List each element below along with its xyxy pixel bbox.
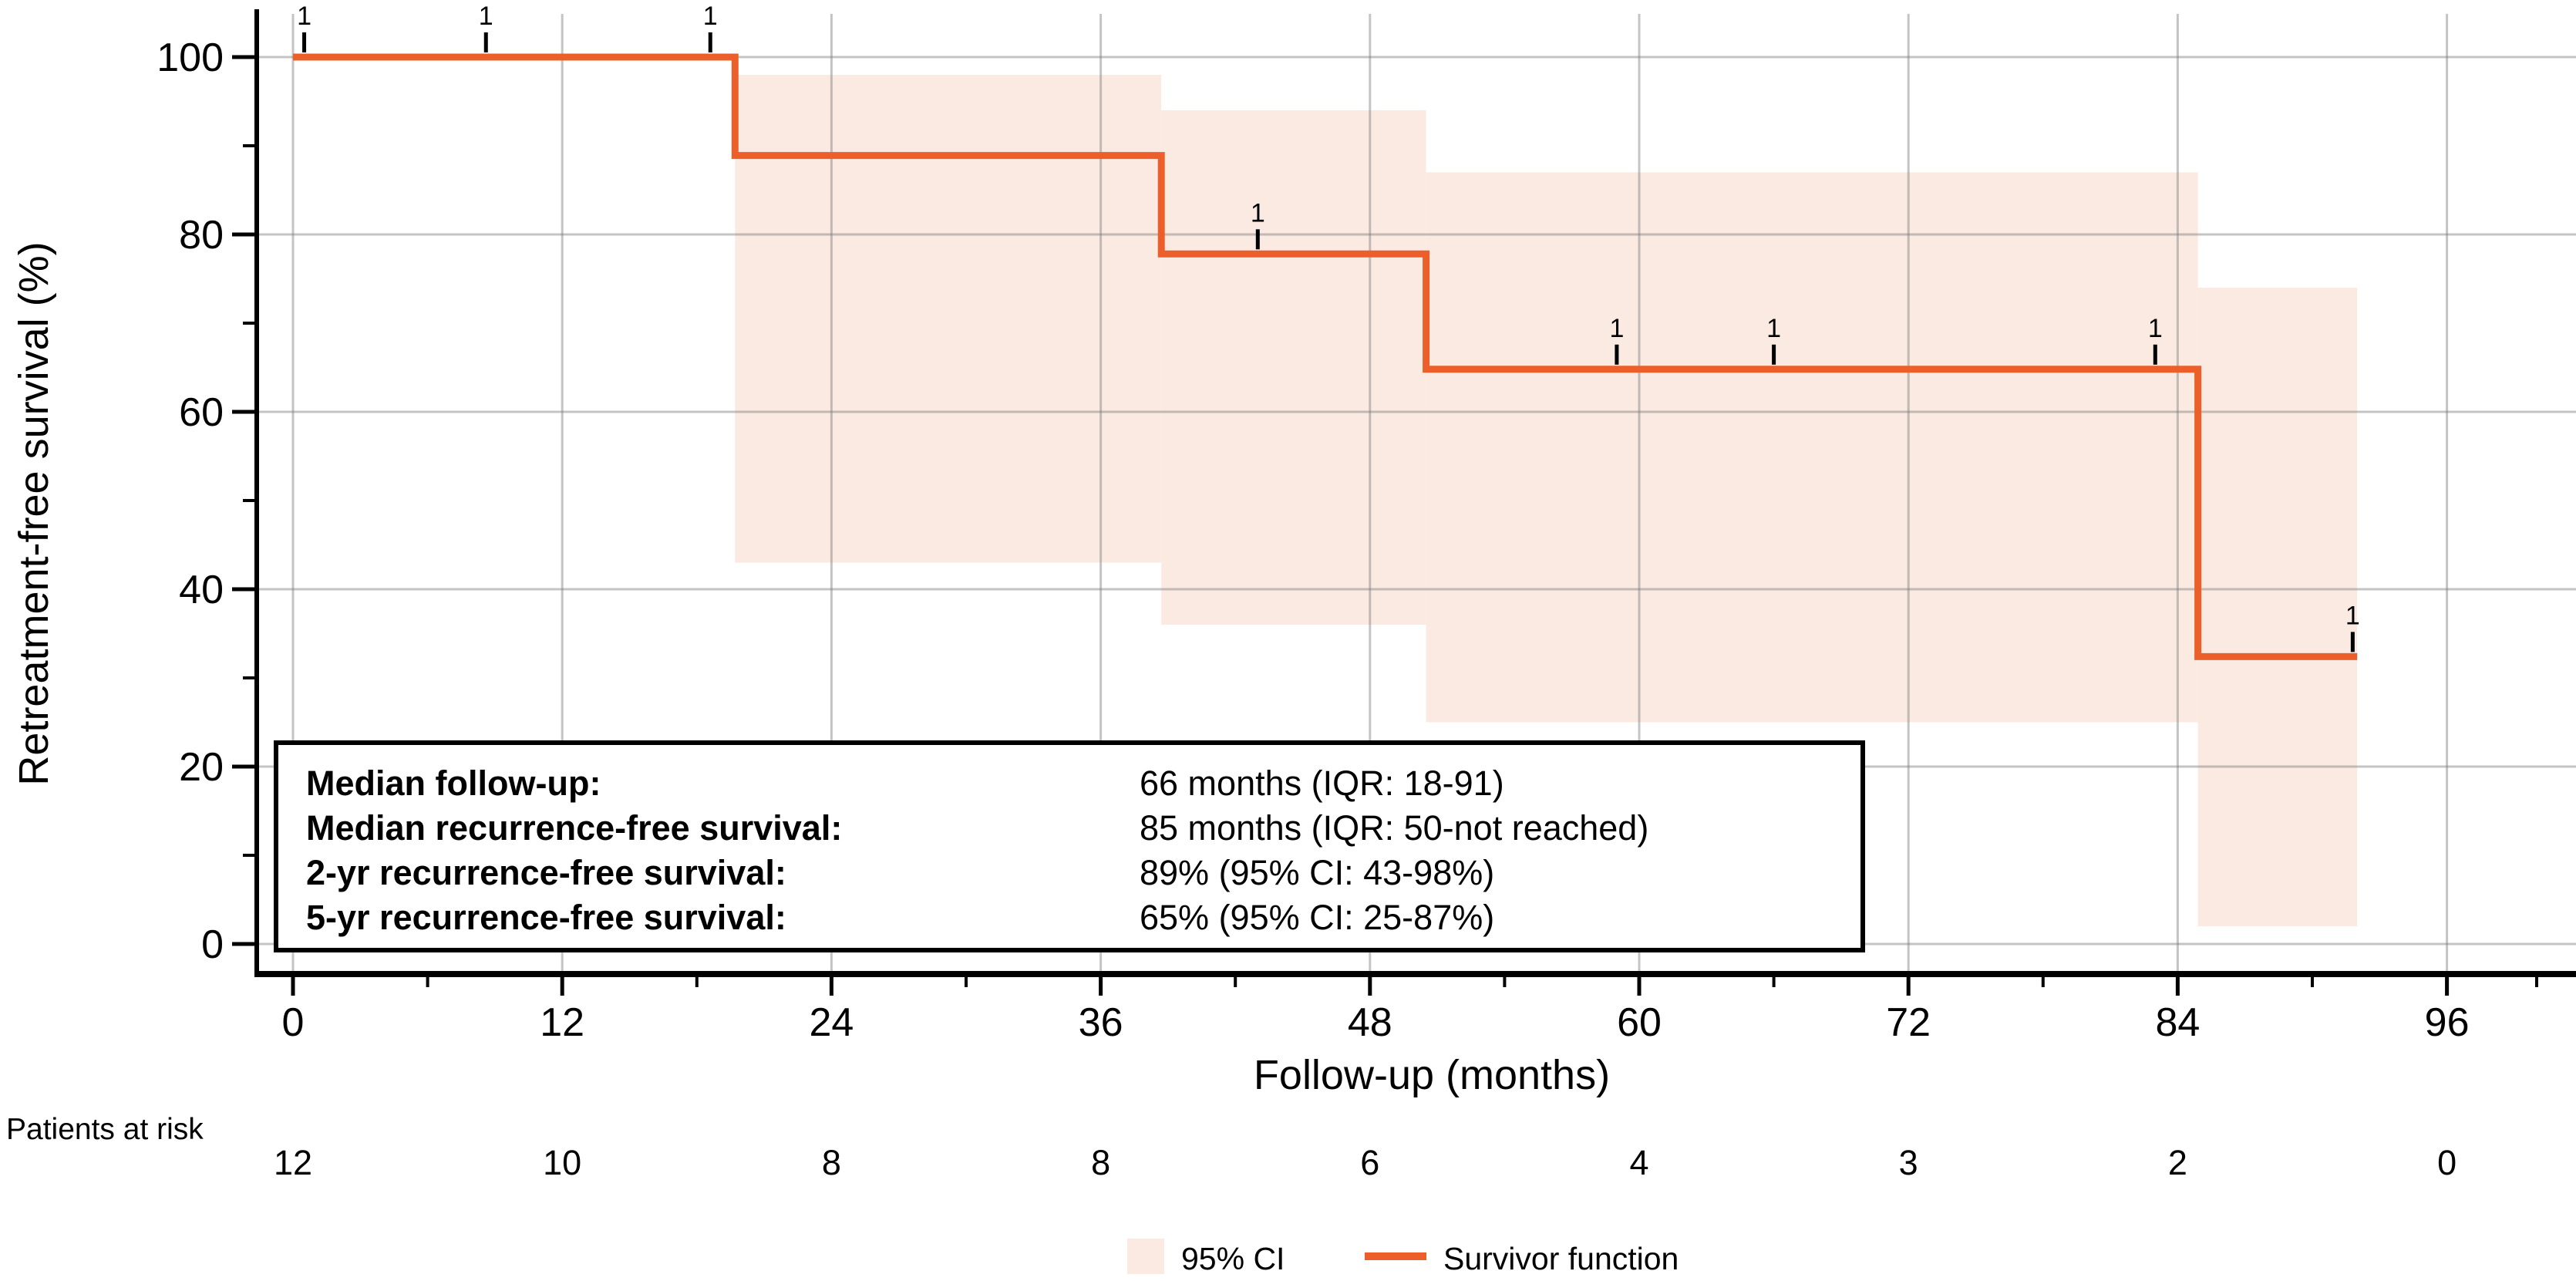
at-risk-counts: 12 10 8 8 6 4 3 2 0 [274, 1143, 2456, 1182]
ci-band-swatch [1127, 1239, 1164, 1274]
legend-label-survivor: Survivor function [1443, 1241, 1679, 1276]
at-risk-count: 12 [274, 1143, 312, 1182]
x-tick-label: 36 [1079, 1000, 1123, 1045]
ci-band-segment [2197, 288, 2358, 926]
stat-value: 85 months (IQR: 50-not reached) [1140, 808, 1648, 848]
x-axis-title: Follow-up (months) [1254, 1052, 1610, 1098]
censor-count-label: 1 [1609, 314, 1624, 343]
survivor-curve-layer [293, 53, 2358, 660]
stat-label: 5-yr recurrence-free survival: [306, 898, 786, 937]
statistics-box-border [274, 740, 1865, 952]
stat-label: 2-yr recurrence-free survival: [306, 853, 786, 892]
survivor-curve [293, 53, 2358, 660]
legend-label-ci: 95% CI [1181, 1241, 1285, 1276]
censor-count-label: 1 [1251, 198, 1265, 228]
at-risk-table: Patients at risk 12 10 8 8 6 4 3 2 0 [6, 1113, 2456, 1182]
ci-band-segment [735, 75, 1162, 563]
at-risk-count: 3 [1899, 1143, 1918, 1182]
x-tick-label: 72 [1886, 1000, 1931, 1045]
stat-label: Median recurrence-free survival: [306, 808, 842, 848]
at-risk-count: 0 [2437, 1143, 2456, 1182]
ci-band-segment [1426, 172, 2198, 723]
at-risk-count: 4 [1629, 1143, 1648, 1182]
censor-count-label: 1 [2345, 601, 2360, 630]
y-tick-label: 40 [179, 568, 224, 612]
survivor-line-swatch [1365, 1252, 1426, 1260]
x-tick-label: 0 [282, 1000, 305, 1045]
y-tick-label: 80 [179, 213, 224, 258]
y-axis-title: Retreatment-free survival (%) [11, 241, 57, 785]
at-risk-count: 6 [1360, 1143, 1379, 1182]
censor-mark-layer: 1 1 1 1 1 1 1 1 [297, 2, 2360, 652]
ci-band-segment [1161, 110, 1426, 625]
censor-count-label: 1 [2148, 314, 2163, 343]
x-tick-label: 24 [809, 1000, 854, 1045]
axis-layer: 0 20 40 60 80 100 0 12 24 36 48 60 72 84 96 [157, 9, 2576, 1045]
y-tick-label: 20 [179, 745, 224, 790]
censor-count-label: 1 [479, 2, 493, 31]
statistics-box: Median follow-up: 66 months (IQR: 18-91)… [274, 740, 1865, 952]
stat-value: 66 months (IQR: 18-91) [1140, 764, 1504, 803]
stat-value: 89% (95% CI: 43-98%) [1140, 853, 1494, 892]
at-risk-count: 8 [1091, 1143, 1110, 1182]
x-tick-label: 60 [1617, 1000, 1662, 1045]
y-tick-label: 100 [157, 35, 224, 80]
stat-label: Median follow-up: [306, 764, 601, 803]
y-tick-label: 60 [179, 390, 224, 435]
at-risk-title: Patients at risk [6, 1113, 204, 1146]
censor-count-label: 1 [703, 2, 718, 31]
x-tick-label: 12 [540, 1000, 584, 1045]
x-tick-label: 84 [2155, 1000, 2200, 1045]
legend: 95% CI Survivor function [1127, 1239, 1679, 1276]
x-tick-label: 96 [2425, 1000, 2470, 1045]
y-tick-label: 0 [201, 922, 224, 967]
censor-count-label: 1 [1766, 314, 1781, 343]
stat-value: 65% (95% CI: 25-87%) [1140, 898, 1494, 937]
x-tick-label: 48 [1348, 1000, 1392, 1045]
at-risk-count: 2 [2168, 1143, 2187, 1182]
at-risk-count: 8 [822, 1143, 841, 1182]
censor-count-label: 1 [297, 2, 311, 31]
at-risk-count: 10 [543, 1143, 581, 1182]
